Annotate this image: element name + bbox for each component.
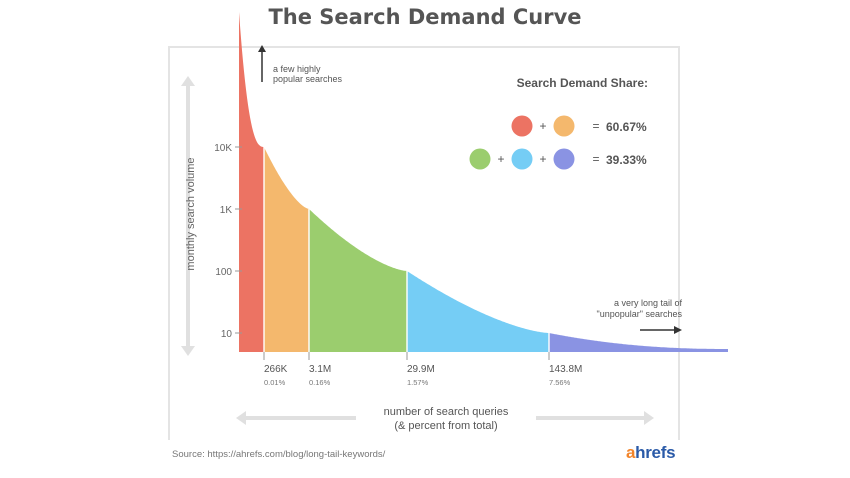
arrow-up-icon xyxy=(258,45,266,52)
x-tick-percent: 1.57% xyxy=(407,378,429,387)
head-annotation: a few highly xyxy=(273,64,321,74)
legend-dot xyxy=(511,115,533,137)
legend-equals: = xyxy=(592,152,599,166)
head-annotation: popular searches xyxy=(273,74,343,84)
area-segment-1 xyxy=(239,12,264,352)
tail-annotation: "unpopular" searches xyxy=(597,309,683,319)
legend-value: 39.33% xyxy=(606,153,647,167)
x-tick-label: 3.1M xyxy=(309,364,331,375)
x-axis-arrow-left-icon xyxy=(236,411,246,425)
legend-dot xyxy=(553,148,575,170)
y-tick-label: 100 xyxy=(215,267,232,278)
x-tick-percent: 0.16% xyxy=(309,378,331,387)
x-tick-percent: 7.56% xyxy=(549,378,571,387)
chart-frame xyxy=(168,46,680,440)
area-segment-3 xyxy=(309,209,407,352)
x-tick-label: 266K xyxy=(264,364,288,375)
legend-value: 60.67% xyxy=(606,120,647,134)
legend-equals: = xyxy=(592,119,599,133)
y-tick-label: 1K xyxy=(220,205,233,216)
page-title: The Search Demand Curve xyxy=(268,5,582,29)
area-segment-4 xyxy=(407,271,549,352)
source-note[interactable]: Source: https://ahrefs.com/blog/long-tai… xyxy=(172,449,386,460)
y-tick-label: 10 xyxy=(221,329,233,340)
y-axis-arrow-down-icon xyxy=(181,346,195,356)
arrow-right-icon xyxy=(674,326,682,334)
legend-dot xyxy=(469,148,491,170)
tail-annotation: a very long tail of xyxy=(614,298,683,308)
legend-dot xyxy=(553,115,575,137)
x-tick-label: 29.9M xyxy=(407,364,435,375)
area-segment-5 xyxy=(549,333,728,352)
x-tick-percent: 0.01% xyxy=(264,378,286,387)
y-tick-label: 10K xyxy=(214,143,232,154)
area-segment-2 xyxy=(264,147,309,352)
legend-plus: + xyxy=(539,152,546,166)
x-axis-sublabel: (& percent from total) xyxy=(394,420,497,432)
ahrefs-logo[interactable]: ahrefs xyxy=(626,443,676,462)
y-axis-arrow-up-icon xyxy=(181,76,195,86)
legend-dot xyxy=(511,148,533,170)
legend-plus: + xyxy=(539,119,546,133)
y-axis-label: monthly search volume xyxy=(185,157,197,270)
legend-plus: + xyxy=(497,152,504,166)
x-tick-label: 143.8M xyxy=(549,364,582,375)
x-axis-arrow-right-icon xyxy=(644,411,654,425)
legend-title: Search Demand Share: xyxy=(517,76,648,90)
x-axis-label: number of search queries xyxy=(384,406,509,418)
